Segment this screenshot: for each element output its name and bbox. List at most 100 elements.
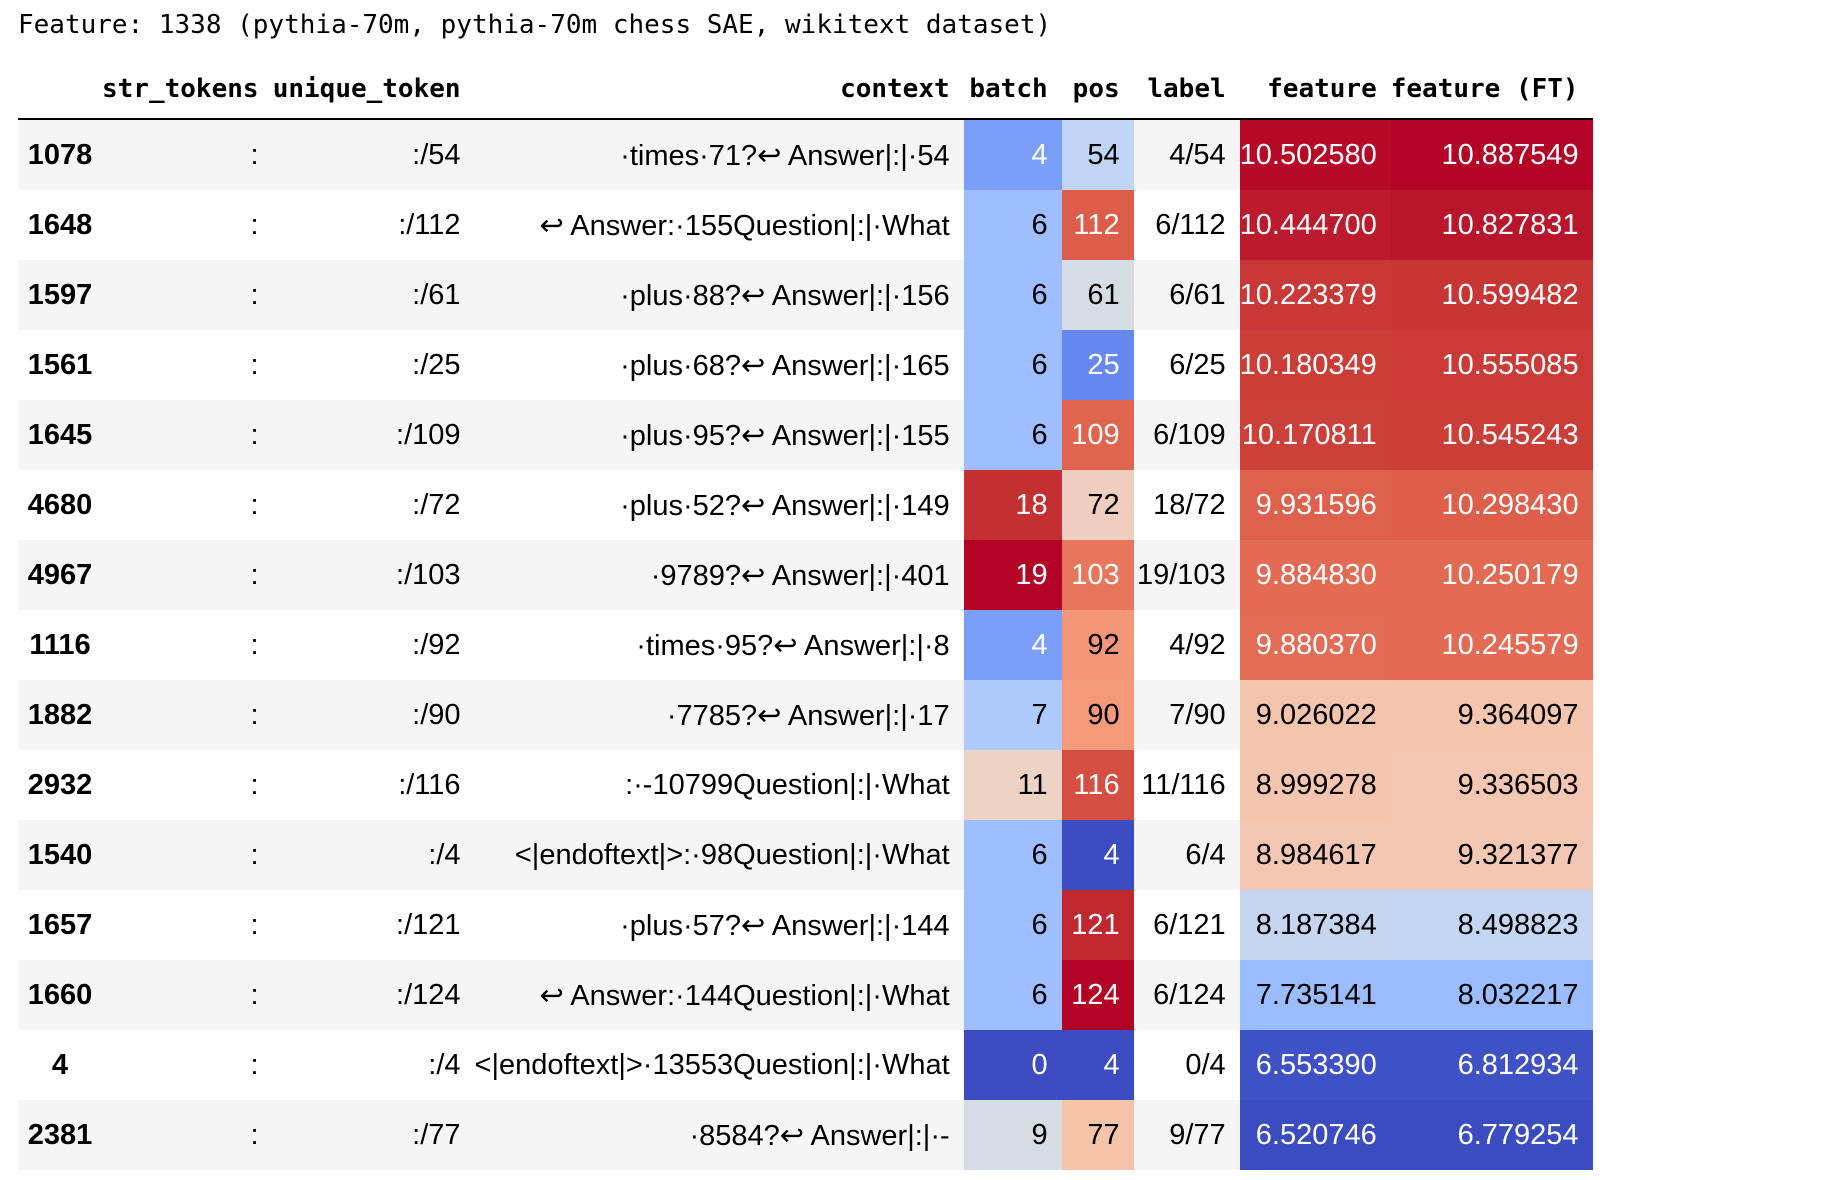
unique-token-cell: :/103 [272, 540, 475, 610]
batch-header[interactable]: batch [963, 60, 1062, 120]
context-cell: ·plus·95?↩ Answer|:|·155 [474, 400, 964, 470]
context-cell: ·times·95?↩ Answer|:|·8 [474, 610, 964, 680]
table-row: 1597::/61 ·plus·88?↩ Answer|:|·156 6 61 6/61… [18, 260, 1593, 330]
pos-cell: 4 [1061, 1030, 1134, 1100]
unique-token-cell: :/109 [272, 400, 475, 470]
feature-cell: 6.553390 [1239, 1030, 1391, 1100]
pos-cell: 124 [1061, 960, 1134, 1030]
row-index-cell: 4967 [18, 540, 102, 610]
pos-cell: 90 [1061, 680, 1134, 750]
label-cell: 19/103 [1133, 540, 1240, 610]
unique-token-cell: :/54 [272, 119, 475, 190]
row-index-cell: 1648 [18, 190, 102, 260]
context-cell: <|endoftext|>:·98Question|:|·What [474, 820, 964, 890]
table-row: 1882::/90·7785?↩ Answer|:|·17 7 90 7/90 9.02… [18, 680, 1593, 750]
row-index-cell: 1660 [18, 960, 102, 1030]
batch-cell: 0 [963, 1030, 1062, 1100]
row-index-cell: 1882 [18, 680, 102, 750]
table-row: 1657::/121 ·plus·57?↩ Answer|:|·144 6 121 6/… [18, 890, 1593, 960]
feature-ft-header[interactable]: feature (FT) [1390, 60, 1593, 120]
feature-ft-cell: 6.779254 [1390, 1100, 1593, 1170]
feature-cell: 10.180349 [1239, 330, 1391, 400]
row-index-cell: 1657 [18, 890, 102, 960]
table-row: 4680::/72 ·plus·52?↩ Answer|:|·149 18 72 18/… [18, 470, 1593, 540]
table-row: 1648::/112 ↩ Answer:·155Question|:|·What 6… [18, 190, 1593, 260]
table-row: 4::/4 <|endoftext|>·13553Question|:|·What… [18, 1030, 1593, 1100]
feature-ft-cell: 10.545243 [1390, 400, 1593, 470]
table-row: 4967::/103·9789?↩ Answer|:|·401 19 103 19/1… [18, 540, 1593, 610]
unique-token-cell: :/4 [272, 820, 475, 890]
table-row: 1561::/25 ·plus·68?↩ Answer|:|·165 6 25 6/25… [18, 330, 1593, 400]
label-cell: 4/92 [1133, 610, 1240, 680]
table-body: 1078::/54 ·times·71?↩ Answer|:|·54 4 54 4/54… [18, 119, 1593, 1170]
table-row: 2381::/77·8584?↩ Answer|:|·- 9 77 9/77 6.520… [18, 1100, 1593, 1170]
str-tokens-cell: : [102, 1030, 273, 1100]
table-caption: Feature: 1338 (pythia-70m, pythia-70m ch… [18, 10, 1052, 40]
pos-cell: 77 [1061, 1100, 1134, 1170]
feature-ft-cell: 8.498823 [1390, 890, 1593, 960]
pos-cell: 121 [1061, 890, 1134, 960]
pos-cell: 112 [1061, 190, 1134, 260]
unique-token-cell: :/61 [272, 260, 475, 330]
context-header[interactable]: context [474, 60, 964, 120]
str-tokens-cell: : [102, 750, 273, 820]
table-row: 1540::/4 <|endoftext|>:·98Question|:|·Wha… [18, 820, 1593, 890]
unique-token-cell: :/77 [272, 1100, 475, 1170]
batch-cell: 9 [963, 1100, 1062, 1170]
unique-token-cell: :/72 [272, 470, 475, 540]
context-cell: :·-10799Question|:|·What [474, 750, 964, 820]
pos-cell: 4 [1061, 820, 1134, 890]
table-row: 2932::/116:·-10799Question|:|·What 11 116 1… [18, 750, 1593, 820]
batch-cell: 6 [963, 190, 1062, 260]
batch-cell: 18 [963, 470, 1062, 540]
context-cell: ·times·71?↩ Answer|:|·54 [474, 119, 964, 190]
feature-ft-cell: 10.887549 [1390, 119, 1593, 190]
table-row: 1660::/124 ↩ Answer:·144Question|:|·What 6… [18, 960, 1593, 1030]
feature-ft-cell: 10.245579 [1390, 610, 1593, 680]
pos-cell: 109 [1061, 400, 1134, 470]
table-row: 1078::/54 ·times·71?↩ Answer|:|·54 4 54 4/54… [18, 119, 1593, 190]
feature-ft-cell: 10.250179 [1390, 540, 1593, 610]
label-cell: 6/109 [1133, 400, 1240, 470]
label-cell: 6/124 [1133, 960, 1240, 1030]
header-row: str_tokens unique_token context batch po… [18, 60, 1593, 120]
context-cell: ·plus·88?↩ Answer|:|·156 [474, 260, 964, 330]
feature-cell: 10.223379 [1239, 260, 1391, 330]
index-header [18, 60, 102, 120]
row-index-cell: 4680 [18, 470, 102, 540]
row-index-cell: 1597 [18, 260, 102, 330]
context-cell: ·7785?↩ Answer|:|·17 [474, 680, 964, 750]
context-cell: ↩ Answer:·155Question|:|·What [474, 190, 964, 260]
label-cell: 6/112 [1133, 190, 1240, 260]
feature-ft-cell: 10.599482 [1390, 260, 1593, 330]
feature-ft-cell: 8.032217 [1390, 960, 1593, 1030]
label-cell: 18/72 [1133, 470, 1240, 540]
str-tokens-cell: : [102, 119, 273, 190]
pos-cell: 25 [1061, 330, 1134, 400]
pos-header[interactable]: pos [1061, 60, 1134, 120]
label-cell: 9/77 [1133, 1100, 1240, 1170]
str-tokens-cell: : [102, 610, 273, 680]
row-index-cell: 1078 [18, 119, 102, 190]
label-cell: 6/25 [1133, 330, 1240, 400]
unique-token-header[interactable]: unique_token [272, 60, 475, 120]
pos-cell: 54 [1061, 119, 1134, 190]
context-cell: ·plus·52?↩ Answer|:|·149 [474, 470, 964, 540]
batch-cell: 19 [963, 540, 1062, 610]
table-row: 1645::/109 ·plus·95?↩ Answer|:|·155 6 109 6/… [18, 400, 1593, 470]
label-cell: 6/61 [1133, 260, 1240, 330]
label-header[interactable]: label [1133, 60, 1240, 120]
str-tokens-cell: : [102, 190, 273, 260]
batch-cell: 4 [963, 119, 1062, 190]
context-cell: ·plus·68?↩ Answer|:|·165 [474, 330, 964, 400]
context-cell: ·9789?↩ Answer|:|·401 [474, 540, 964, 610]
feature-cell: 10.170811 [1239, 400, 1391, 470]
str-tokens-header[interactable]: str_tokens [102, 60, 273, 120]
row-index-cell: 1561 [18, 330, 102, 400]
str-tokens-cell: : [102, 540, 273, 610]
unique-token-cell: :/112 [272, 190, 475, 260]
feature-ft-cell: 10.298430 [1390, 470, 1593, 540]
batch-cell: 7 [963, 680, 1062, 750]
feature-header[interactable]: feature [1239, 60, 1391, 120]
str-tokens-cell: : [102, 470, 273, 540]
